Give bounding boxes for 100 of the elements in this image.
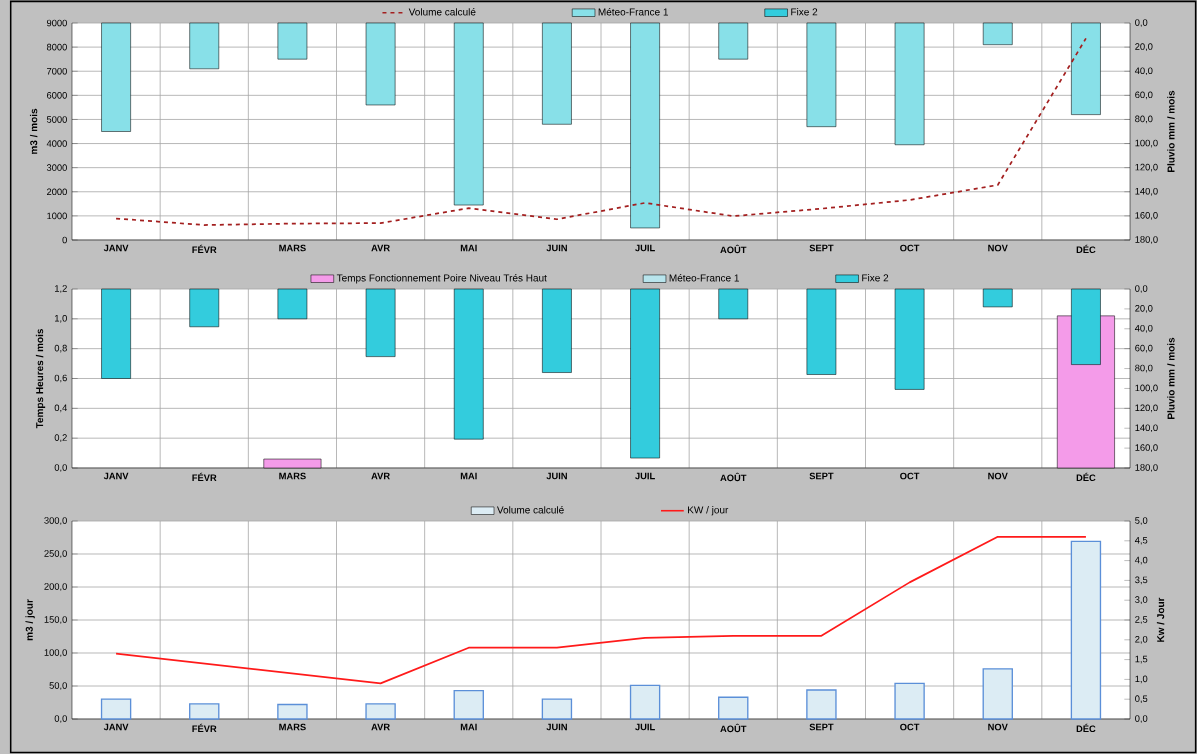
- bar: [630, 288, 660, 459]
- x-tick-label: AOÛT: [720, 723, 747, 733]
- x-tick-label: OCT: [900, 472, 920, 480]
- bar: [365, 703, 396, 720]
- y-tick-label: 0,0: [54, 464, 67, 472]
- x-tick-label: AOÛT: [720, 472, 747, 482]
- y2-tick-label: 60,0: [1135, 344, 1153, 353]
- y2-tick-label: 1,5: [1135, 655, 1148, 664]
- x-tick-label: MARS: [279, 472, 306, 480]
- y2-tick-label: 2,0: [1135, 635, 1148, 644]
- legend-label: Méteo-France 1: [669, 274, 739, 282]
- y2-tick-label: 4,5: [1134, 536, 1148, 545]
- x-tick-label: MARS: [279, 723, 306, 731]
- x-tick-label: DÉC: [1076, 723, 1096, 733]
- legend-label: Volume calculé: [496, 506, 564, 514]
- y2-tick-label: 140,0: [1135, 424, 1158, 433]
- x-tick-label: NOV: [988, 244, 1008, 252]
- x-tick-label: JUIL: [635, 723, 655, 731]
- y-tick-label: 7000: [47, 67, 67, 75]
- bar: [453, 288, 484, 440]
- y-tick-label: 1000: [47, 212, 67, 220]
- x-tick-label: OCT: [900, 244, 920, 252]
- y2-tick-label: 20,0: [1135, 43, 1153, 51]
- bar: [982, 288, 1013, 308]
- x-tick-label: JUIN: [546, 472, 567, 480]
- bar: [806, 22, 837, 127]
- legend-label: Volume calculé: [408, 8, 476, 16]
- bar: [629, 684, 661, 720]
- y2-tick-label: 160,0: [1135, 444, 1158, 452]
- x-tick-label: FÉVR: [192, 244, 217, 253]
- y-tick-label: 1,0: [55, 314, 67, 323]
- bar: [189, 288, 220, 328]
- y2-tick-label: 20,0: [1135, 305, 1153, 313]
- bar: [718, 288, 749, 320]
- legend-label: Méteo-France 1: [598, 8, 668, 16]
- x-tick-label: AOÛT: [720, 244, 747, 254]
- bar: [541, 698, 573, 720]
- bar: [718, 22, 749, 60]
- y-tick-label: 8000: [46, 43, 67, 51]
- legend-label: Temps Fonctionnement Poire Niveau Trés Haut: [336, 274, 547, 284]
- y2-tick-label: 5,0: [1135, 517, 1148, 525]
- y-axis-title: m3 / mois: [29, 108, 38, 154]
- y2-tick-label: 60,0: [1135, 91, 1153, 100]
- x-tick-label: MAI: [460, 244, 477, 252]
- bar: [894, 22, 925, 146]
- x-tick-label: JUIN: [546, 244, 567, 252]
- bar: [806, 288, 837, 375]
- x-tick-label: MARS: [279, 244, 306, 252]
- y-tick-label: 100,0: [44, 649, 67, 657]
- y-tick-label: 150,0: [44, 616, 67, 624]
- y2-tick-label: 4,0: [1134, 556, 1148, 565]
- bar: [101, 288, 131, 379]
- x-tick-label: FÉVR: [192, 723, 217, 732]
- y2-tick-label: 100,0: [1135, 139, 1158, 148]
- x-tick-label: AVR: [371, 472, 390, 480]
- x-tick-label: OCT: [900, 723, 920, 731]
- bar: [718, 696, 749, 720]
- y-tick-label: 250,0: [44, 550, 67, 558]
- bar: [277, 703, 308, 720]
- y-tick-label: 2000: [46, 188, 67, 196]
- x-tick-label: FÉVR: [192, 472, 217, 481]
- y2-tick-label: 3,0: [1135, 596, 1148, 605]
- y-tick-label: 1,2: [55, 285, 67, 293]
- y-tick-label: 0,4: [54, 404, 68, 413]
- legend-label: Fixe 2: [791, 8, 818, 16]
- bar: [982, 668, 1013, 720]
- y2-tick-label: 180,0: [1135, 464, 1158, 472]
- x-tick-label: SEPT: [809, 244, 834, 252]
- y2-tick-label: 0,5: [1135, 695, 1148, 704]
- y-tick-label: 0,0: [54, 715, 67, 723]
- bar: [982, 22, 1013, 45]
- bar: [542, 22, 572, 125]
- y-tick-label: 300,0: [44, 517, 67, 525]
- x-tick-label: NOV: [988, 472, 1008, 480]
- y2-tick-label: 0,0: [1135, 19, 1148, 27]
- y-tick-label: 0: [62, 236, 67, 244]
- x-tick-label: SEPT: [809, 472, 834, 480]
- y-tick-label: 9000: [46, 19, 67, 27]
- bar: [806, 689, 837, 720]
- bar: [101, 22, 131, 132]
- y2-tick-label: 140,0: [1135, 187, 1158, 196]
- y2-tick-label: 100,0: [1135, 384, 1158, 393]
- y2-tick-label: 180,0: [1135, 236, 1158, 244]
- bar: [542, 288, 572, 373]
- y2-tick-label: 120,0: [1135, 163, 1158, 172]
- y2-tick-label: 80,0: [1135, 115, 1153, 124]
- y-tick-label: 200,0: [44, 583, 67, 591]
- line-series: [115, 37, 1087, 226]
- y-axis-title: Temps Heures / mois: [35, 329, 46, 429]
- y-axis-title: m3 / jour: [25, 599, 35, 641]
- x-tick-label: NOV: [988, 723, 1008, 731]
- bar: [189, 22, 220, 70]
- legend-label: KW / jour: [688, 506, 729, 516]
- bar: [365, 22, 396, 106]
- bar: [100, 698, 132, 720]
- x-tick-label: JUIN: [546, 723, 567, 731]
- x-tick-label: JANV: [103, 244, 129, 252]
- bar: [453, 689, 484, 720]
- x-tick-label: AVR: [371, 244, 390, 252]
- x-tick-label: MAI: [460, 723, 477, 731]
